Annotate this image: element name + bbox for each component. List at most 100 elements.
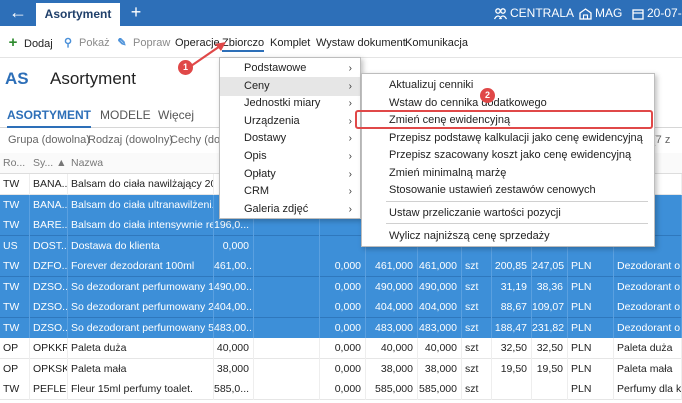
menu-item-label: Dostawy	[244, 132, 287, 145]
communication-button[interactable]: Komunikacja	[405, 37, 468, 49]
company-label[interactable]: CENTRALA	[510, 6, 575, 20]
table-row[interactable]: TW DZFO... Forever dezodorant 100ml 461,00.…	[0, 256, 682, 277]
tab-models[interactable]: MODELE	[100, 108, 151, 122]
menu-item[interactable]: Ustaw przeliczanie wartości pozycji	[389, 207, 561, 219]
add-button[interactable]: + Dodaj	[6, 34, 53, 52]
table-cell	[254, 276, 320, 298]
table-cell: 0,000	[320, 338, 366, 359]
table-cell: 32,50	[492, 338, 532, 359]
filter-count: (7 z	[652, 134, 671, 146]
tab-more[interactable]: Więcej	[158, 108, 195, 122]
kit-button[interactable]: Komplet	[270, 37, 311, 49]
menu-item[interactable]: Stosowanie ustawień zestawów cenowych	[389, 184, 596, 196]
table-cell: 585,0...	[214, 379, 254, 400]
table-cell	[532, 379, 568, 400]
table-cell: PLN	[568, 358, 614, 380]
table-cell: 38,000	[366, 358, 418, 380]
table-row[interactable]: OP OPKSK Paleta mała 38,000 0,000 38,000 38,00…	[0, 358, 682, 380]
date-label[interactable]: 20-07-	[647, 6, 682, 20]
menu-item[interactable]: CRM ›	[220, 182, 360, 201]
table-cell: DZSO...	[30, 317, 68, 339]
table-cell: 19,50	[532, 358, 568, 380]
new-tab-plus-icon[interactable]: +	[130, 2, 142, 22]
table-cell: Dezodorant o	[614, 297, 682, 318]
menu-item[interactable]: Aktualizuj cenniki	[389, 79, 474, 91]
menu-item[interactable]: Opłaty ›	[220, 165, 360, 184]
menu-item[interactable]: Ceny ›	[220, 76, 360, 96]
table-cell: BARE...	[30, 215, 68, 236]
table-cell: Balsam do ciała nawilżający 20...	[68, 174, 214, 195]
table-cell	[254, 235, 320, 257]
filter-type[interactable]: Rodzaj (dowolny)	[88, 134, 173, 146]
calendar-icon	[631, 0, 645, 26]
table-cell: 38,000	[214, 358, 254, 380]
table-row[interactable]: TW DZSO... So dezodorant perfumowany 2... 4…	[0, 297, 682, 318]
table-cell: 196,0...	[214, 215, 254, 236]
col-symbol-header[interactable]: Sy... ▲	[33, 157, 67, 169]
table-cell	[492, 379, 532, 400]
menu-item[interactable]: Zmień cenę ewidencyjną	[389, 114, 511, 126]
table-cell: OP	[0, 338, 30, 359]
menu-item[interactable]: Wylicz najniższą cenę sprzedaży	[389, 230, 550, 242]
back-arrow-icon[interactable]: ←	[9, 2, 27, 22]
table-cell	[254, 215, 320, 236]
menu-item[interactable]: Opis ›	[220, 147, 360, 166]
menu-item[interactable]: Przepisz podstawę kalkulacji jako cenę e…	[389, 131, 643, 144]
prices-submenu: Aktualizuj cenniki Wstaw do cennika dodat…	[361, 73, 655, 247]
menu-item-label: Opis	[244, 150, 267, 162]
table-cell: TW	[0, 276, 30, 298]
show-button[interactable]: ⚲ Pokaż	[61, 34, 110, 52]
edit-button[interactable]: ✎ Popraw	[115, 34, 170, 52]
issue-document-button[interactable]: Wystaw dokument	[316, 37, 406, 49]
table-row[interactable]: TW DZSO... So dezodorant perfumowany 1... 4…	[0, 276, 682, 298]
menu-item[interactable]: Podstawowe ›	[220, 59, 360, 78]
table-cell: TW	[0, 194, 30, 216]
table-cell: 461,000	[366, 256, 418, 277]
warehouse-label[interactable]: MAG	[595, 6, 623, 20]
table-cell: Fleur 15ml perfumy toalet.	[68, 379, 214, 400]
table-row[interactable]: OP OPKKR Paleta duża 40,000 0,000 40,000 40,00…	[0, 338, 682, 359]
filter-features[interactable]: Cechy (dow	[170, 134, 229, 146]
table-cell: 483,000	[366, 317, 418, 339]
table-cell: DOST...	[30, 235, 68, 257]
tab-asortyment[interactable]: Asortyment	[36, 3, 120, 26]
filter-group[interactable]: Grupa (dowolna)	[8, 134, 90, 146]
table-cell: 404,00...	[214, 297, 254, 318]
table-cell: OPKSK	[30, 358, 68, 380]
table-cell: 461,000	[418, 256, 462, 277]
menu-item[interactable]: Zmień minimalną marżę	[389, 166, 507, 179]
table-cell: 0,000	[320, 297, 366, 318]
table-cell: 483,000	[418, 317, 462, 339]
table-cell: Paleta mała	[68, 358, 214, 380]
table-row[interactable]: TW DZSO... So dezodorant perfumowany 5... 4…	[0, 317, 682, 339]
table-cell	[254, 358, 320, 380]
menu-item[interactable]: Dostawy ›	[220, 129, 360, 148]
table-cell: 404,000	[366, 297, 418, 318]
table-cell: Dezodorant o	[614, 317, 682, 339]
table-cell: PLN	[568, 338, 614, 359]
bulk-button[interactable]: Zbiorczo	[222, 34, 265, 52]
menu-item[interactable]: Przepisz szacowany koszt jako cenę ewide…	[389, 149, 632, 161]
table-cell: 490,000	[418, 276, 462, 298]
table-cell: DZSO...	[30, 276, 68, 298]
menu-item-label: Jednostki miary	[244, 97, 321, 110]
table-cell: 585,000	[418, 379, 462, 400]
chevron-right-icon: ›	[348, 186, 352, 198]
col-type-header[interactable]: Ro...	[3, 157, 26, 169]
menu-item[interactable]: Jednostki miary ›	[220, 94, 360, 113]
table-cell: 32,50	[532, 338, 568, 359]
operations-button[interactable]: Operacje	[175, 37, 220, 49]
table-cell: 0,000	[320, 256, 366, 277]
col-name-header[interactable]: Nazwa	[71, 157, 104, 169]
tab-asortyment-list[interactable]: ASORTYMENT	[7, 108, 91, 128]
table-cell: Balsam do ciała ultranawilżeni...	[68, 194, 214, 216]
bulk-submenu: Podstawowe › Ceny › Jednostki miary › Urządzen…	[219, 57, 361, 219]
menu-item[interactable]: Urządzenia ›	[220, 112, 360, 131]
chevron-right-icon: ›	[348, 133, 352, 145]
menu-item[interactable]: Galeria zdjęć ›	[220, 200, 360, 219]
menu-item[interactable]: Wstaw do cennika dodatkowego	[389, 96, 547, 109]
table-cell: Paleta duża	[614, 338, 682, 359]
table-cell: szt	[462, 256, 492, 277]
table-cell: Perfumy dla ko	[614, 379, 682, 400]
